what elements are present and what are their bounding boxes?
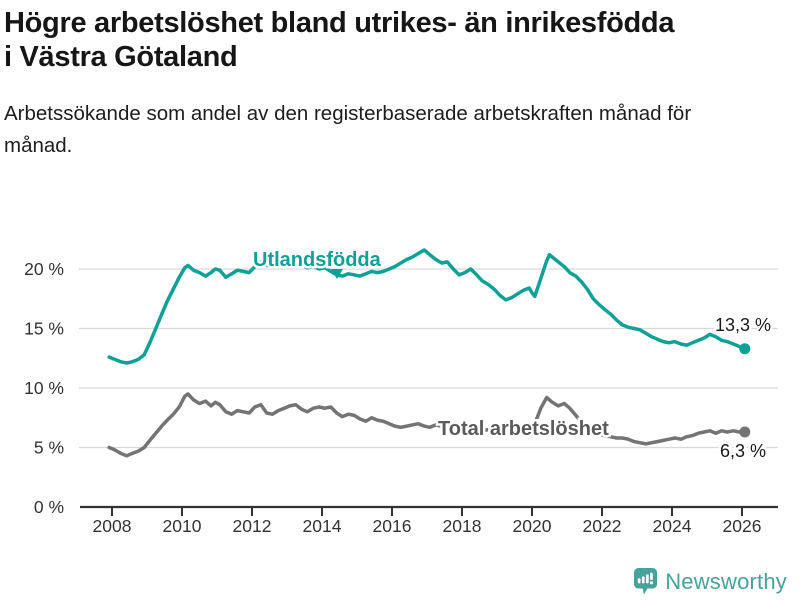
- end-value-label-foreign-born: 13,3 %: [715, 315, 771, 335]
- x-axis-label: 2024: [653, 516, 692, 536]
- chart-header: Högre arbetslöshet bland utrikes- än inr…: [4, 6, 796, 162]
- series-end-dot-foreign-born: [739, 343, 751, 355]
- series-line-foreign-born: [107, 248, 747, 365]
- series-label-total: Total arbetslöshet: [438, 418, 609, 440]
- series-end-dot-total: [739, 426, 751, 438]
- series-label-pointer-icon: [331, 269, 343, 279]
- end-value-label-total: 6,3 %: [720, 441, 766, 461]
- newsworthy-icon: [634, 568, 658, 595]
- newsworthy-logo[interactable]: Newsworthy: [634, 568, 787, 596]
- x-axis-label: 2026: [723, 516, 762, 536]
- y-axis-label: 15 %: [24, 319, 64, 339]
- x-axis-label: 2008: [93, 516, 132, 536]
- chart-title: Högre arbetslöshet bland utrikes- än inr…: [4, 7, 675, 73]
- y-axis-label: 10 %: [24, 378, 64, 398]
- x-axis-label: 2010: [163, 516, 202, 536]
- x-axis-label: 2022: [583, 516, 622, 536]
- y-axis-label: 5 %: [34, 438, 64, 458]
- newsworthy-wordmark: Newsworthy: [665, 569, 787, 594]
- x-axis-label: 2016: [373, 516, 412, 536]
- y-axis-label: 20 %: [24, 259, 64, 279]
- series-line-total: [107, 392, 747, 458]
- chart-subtitle: Arbetssökande som andel av den registerb…: [4, 102, 692, 157]
- x-axis-label: 2014: [303, 516, 342, 536]
- y-axis-label: 0 %: [34, 497, 64, 517]
- series-label-foreign-born: Utlandsfödda: [253, 249, 382, 271]
- x-axis-label: 2018: [443, 516, 482, 536]
- x-axis-label: 2012: [233, 516, 272, 536]
- x-axis-label: 2020: [513, 516, 552, 536]
